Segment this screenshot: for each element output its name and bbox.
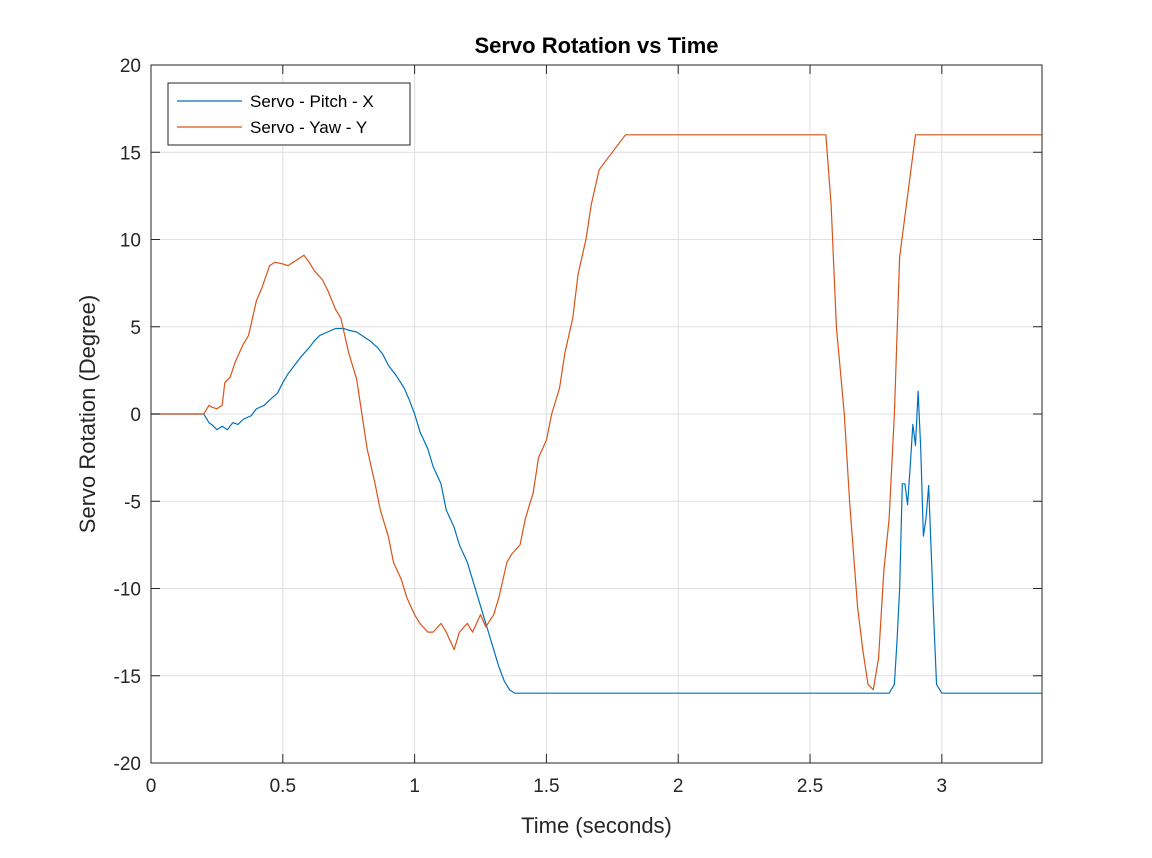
legend-box xyxy=(167,82,411,146)
series-lines xyxy=(151,134,1042,694)
chart-title: Servo Rotation vs Time xyxy=(474,33,718,58)
x-tick-label: 0.5 xyxy=(270,776,296,797)
y-tick-label: -10 xyxy=(114,580,141,601)
y-axis-label: Servo Rotation (Degree) xyxy=(75,295,100,533)
y-tick-label: 5 xyxy=(130,318,141,339)
y-tick-label: 10 xyxy=(120,231,141,252)
x-tick-label: 3 xyxy=(937,776,948,797)
x-tick-label: 1.5 xyxy=(533,776,559,797)
x-tick-label: 2.5 xyxy=(797,776,823,797)
legend-label-pitch: Servo - Pitch - X xyxy=(250,92,374,111)
y-tick-label: 0 xyxy=(130,405,141,426)
x-axis-label: Time (seconds) xyxy=(521,813,672,838)
legend-label-yaw: Servo - Yaw - Y xyxy=(250,118,367,137)
axis-ticks: 0 0.5 1 1.5 2 2.5 3 -20 -15 -10 -5 0 5 10 15 20 xyxy=(114,56,1042,797)
series-line-pitch xyxy=(151,327,1042,694)
legend: Servo - Pitch - X Servo - Yaw - Y xyxy=(167,82,411,146)
y-tick-label: 20 xyxy=(120,56,141,77)
y-tick-label: 15 xyxy=(120,143,141,164)
x-tick-label: 2 xyxy=(673,776,684,797)
y-tick-label: -20 xyxy=(114,754,141,775)
x-tick-label: 1 xyxy=(409,776,420,797)
series-line-yaw xyxy=(151,134,1042,691)
y-tick-label: -5 xyxy=(124,492,141,513)
x-tick-label: 0 xyxy=(146,776,157,797)
y-tick-label: -15 xyxy=(114,667,141,688)
